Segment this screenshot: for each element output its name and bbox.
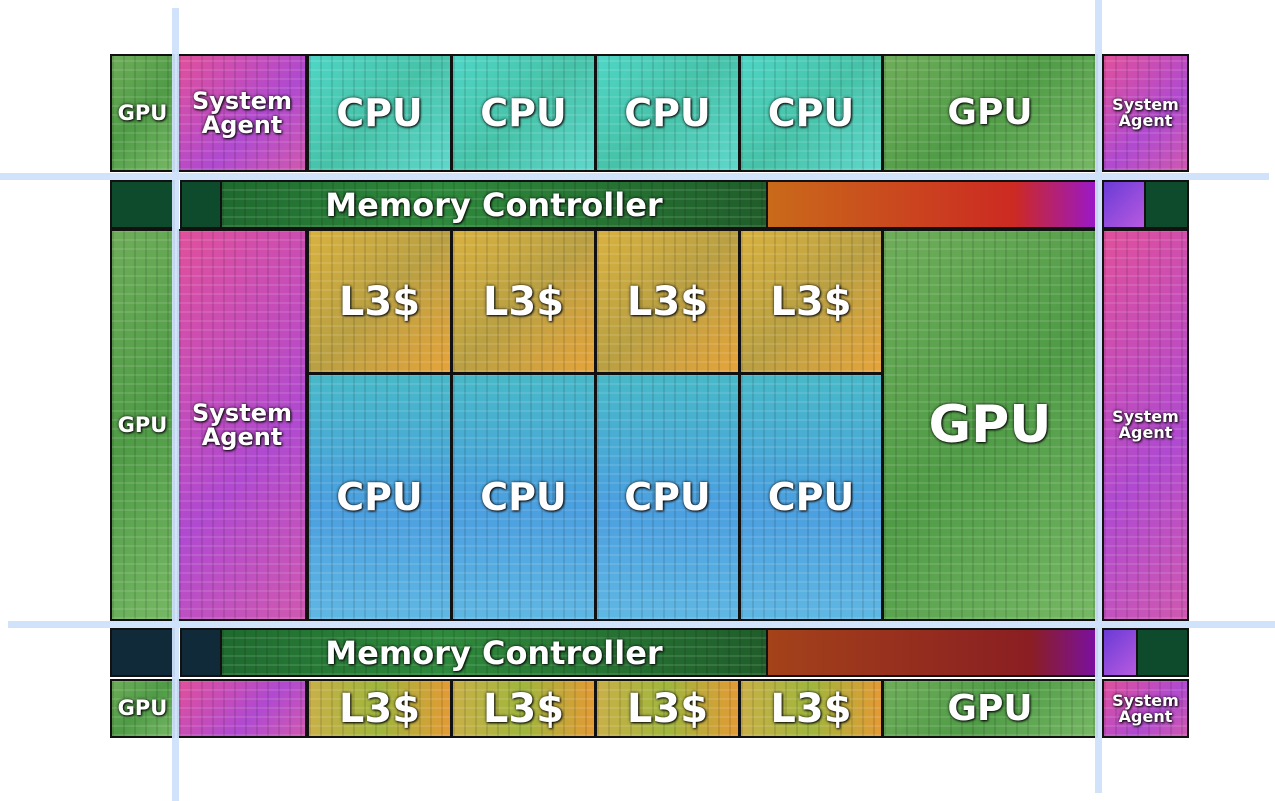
l3-label: L3$	[338, 278, 421, 325]
system-agent-label: System Agent	[192, 399, 292, 451]
memory-controller-label: Memory Controller	[325, 633, 663, 672]
cpu-label: CPU	[480, 91, 567, 135]
io-block-upper-left-2	[180, 180, 222, 229]
gpu-block-main: GPU	[882, 229, 1098, 621]
io-block-upper-left	[110, 180, 175, 229]
io-block-lower-left	[110, 628, 175, 677]
l3-label: L3$	[482, 278, 565, 325]
guide-line-vertical-left	[172, 8, 179, 801]
cpu-label: CPU	[624, 475, 711, 519]
guide-line-vertical-right	[1095, 0, 1102, 793]
system-agent-block-bottom	[177, 679, 307, 738]
gpu-label: GPU	[117, 100, 168, 125]
cpu-label: CPU	[336, 91, 423, 135]
gpu-label: GPU	[117, 412, 168, 437]
gpu-label: GPU	[947, 92, 1033, 133]
memory-controller-phy-upper	[766, 180, 1098, 229]
memory-controller-label: Memory Controller	[325, 185, 663, 224]
io-block-lower-right	[1102, 628, 1138, 677]
cpu-core-block-4: CPU	[739, 373, 883, 621]
io-block-upper-right	[1102, 180, 1146, 229]
gpu-label: GPU	[117, 696, 168, 720]
gpu-block-bottom-right: GPU	[882, 679, 1098, 738]
l3-cache-block-2: L3$	[451, 229, 596, 374]
cpu-label: CPU	[336, 475, 423, 519]
guide-line-horizontal-bottom	[8, 621, 1275, 628]
memory-controller-lower: Memory Controller	[220, 628, 768, 677]
l3-label: L3$	[338, 685, 421, 732]
cpu-core-block-3: CPU	[595, 373, 740, 621]
io-block-upper-right-2	[1144, 180, 1189, 229]
cpu-label: CPU	[767, 91, 855, 135]
system-agent-block-middle: System Agent	[177, 229, 307, 621]
l3-cache-block-bottom-3: L3$	[595, 679, 740, 738]
gpu-block-bottom-left: GPU	[110, 679, 175, 738]
gpu-label: GPU	[947, 687, 1033, 729]
cpu-block-top-2: CPU	[451, 54, 596, 172]
io-block-lower-right-2	[1136, 628, 1189, 677]
l3-label: L3$	[626, 278, 709, 325]
system-agent-block-top: System Agent	[177, 54, 307, 172]
system-agent-block-middle-right: System Agent	[1102, 229, 1189, 621]
system-agent-label: System Agent	[1112, 407, 1179, 442]
system-agent-label: System Agent	[192, 87, 292, 139]
gpu-label: GPU	[928, 395, 1052, 455]
system-agent-label: System Agent	[1112, 690, 1179, 726]
system-agent-block-top-right: System Agent	[1102, 54, 1189, 172]
memory-controller-upper: Memory Controller	[220, 180, 768, 229]
l3-cache-block-bottom-2: L3$	[451, 679, 596, 738]
l3-label: L3$	[482, 685, 565, 732]
l3-cache-block-4: L3$	[739, 229, 883, 374]
l3-label: L3$	[626, 685, 709, 732]
l3-label: L3$	[770, 278, 852, 325]
io-block-lower-left-2	[180, 628, 222, 677]
gpu-block-top-right: GPU	[882, 54, 1098, 172]
cpu-label: CPU	[624, 91, 711, 135]
l3-cache-block-bottom-1: L3$	[307, 679, 452, 738]
gpu-block-middle-left: GPU	[110, 229, 175, 621]
cpu-label: CPU	[767, 475, 855, 519]
guide-line-horizontal-top	[0, 173, 1269, 180]
l3-label: L3$	[770, 685, 852, 732]
l3-cache-block-bottom-4: L3$	[739, 679, 883, 738]
cpu-block-top-4: CPU	[739, 54, 883, 172]
system-agent-block-bottom-right: System Agent	[1102, 679, 1189, 738]
l3-cache-block-3: L3$	[595, 229, 740, 374]
memory-controller-phy-lower	[766, 628, 1098, 677]
system-agent-label: System Agent	[1112, 95, 1179, 130]
cpu-core-block-1: CPU	[307, 373, 452, 621]
cpu-block-top-1: CPU	[307, 54, 452, 172]
l3-cache-block-1: L3$	[307, 229, 452, 374]
cpu-core-block-2: CPU	[451, 373, 596, 621]
cpu-block-top-3: CPU	[595, 54, 740, 172]
gpu-block-top-left: GPU	[110, 54, 175, 172]
cpu-label: CPU	[480, 475, 567, 519]
